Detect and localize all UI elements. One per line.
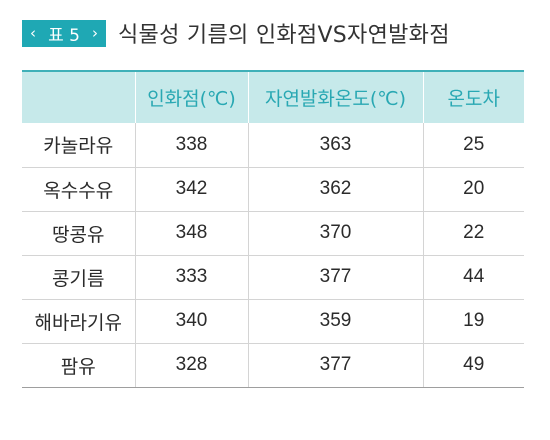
table-row: 해바라기유 340 359 19 <box>22 298 524 343</box>
autoignition-cell: 359 <box>247 298 423 343</box>
autoignition-cell: 370 <box>247 210 423 255</box>
flash-point-cell: 338 <box>134 123 248 167</box>
flash-point-cell: 328 <box>134 342 248 388</box>
table-number-label: 표 5 <box>48 25 80 46</box>
autoignition-cell: 362 <box>247 166 423 211</box>
table-row: 팜유 328 377 49 <box>22 342 524 388</box>
flash-point-cell: 342 <box>134 166 248 211</box>
chevron-right-icon: › <box>92 24 98 42</box>
difference-cell: 20 <box>422 166 524 211</box>
flash-point-cell: 340 <box>134 298 248 343</box>
header-cell-temp-difference: 온도차 <box>422 70 524 123</box>
header-cell-oil <box>22 70 135 123</box>
difference-cell: 25 <box>422 123 524 167</box>
oil-name-cell: 팜유 <box>22 342 135 388</box>
chevron-left-icon: ‹ <box>30 24 36 42</box>
header-cell-autoignition-temp: 자연발화온도(℃) <box>247 70 423 123</box>
table-header-row: 인화점(℃) 자연발화온도(℃) 온도차 <box>22 70 524 123</box>
difference-cell: 49 <box>422 342 524 388</box>
oil-name-cell: 카놀라유 <box>43 135 114 158</box>
table-row: 땅콩유 348 370 22 <box>22 210 524 255</box>
oil-name-cell: 콩기름 <box>22 254 135 299</box>
header-cell-flash-point: 인화점(℃) <box>134 70 248 123</box>
data-table: 인화점(℃) 자연발화온도(℃) 온도차 카놀라유 338 363 25 옥수수… <box>22 70 524 388</box>
difference-cell: 22 <box>422 210 524 255</box>
autoignition-cell: 363 <box>247 123 423 167</box>
difference-cell: 44 <box>422 254 524 299</box>
autoignition-cell: 377 <box>247 254 423 299</box>
table-number-badge: ‹ 표 5 › <box>22 19 106 47</box>
autoignition-cell: 377 <box>247 342 423 388</box>
table-title: 식물성 기름의 인화점VS자연발화점 <box>118 23 450 48</box>
table-row: 카놀라유 338 363 25 <box>22 123 524 167</box>
table-caption: ‹ 표 5 › 식물성 기름의 인화점VS자연발화점 <box>22 18 450 48</box>
flash-point-cell: 333 <box>134 254 248 299</box>
oil-name-cell: 옥수수유 <box>22 166 135 211</box>
table-row: 콩기름 333 377 44 <box>22 254 524 299</box>
oil-name-cell: 땅콩유 <box>22 210 135 255</box>
flash-point-cell: 348 <box>134 210 248 255</box>
difference-cell: 19 <box>422 298 524 343</box>
oil-name-cell: 해바라기유 <box>22 298 135 343</box>
table-row: 옥수수유 342 362 20 <box>22 166 524 211</box>
